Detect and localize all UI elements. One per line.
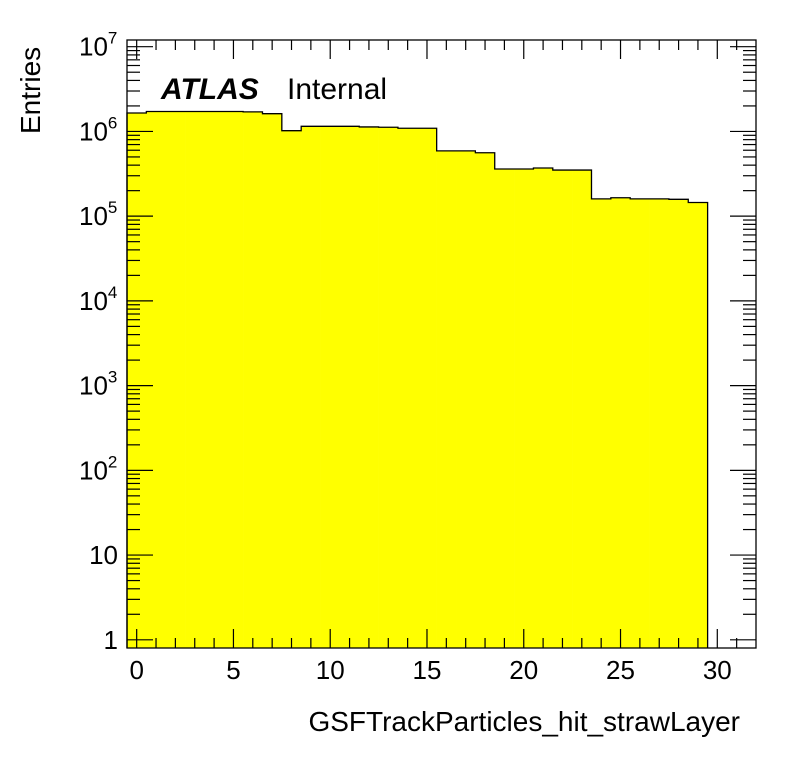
histogram-bin: [630, 198, 650, 649]
histogram-bin: [610, 197, 631, 649]
y-tick-label: 107: [79, 29, 117, 62]
x-axis-tick-labels: 0 5 10 15 20 25 30: [129, 655, 731, 685]
histogram-bin: [417, 128, 437, 648]
x-tick-label: 20: [509, 655, 538, 685]
status-label: Internal: [287, 73, 387, 106]
histogram-outline: [126, 110, 709, 648]
histogram-bin: [475, 152, 496, 648]
histogram-bin: [533, 168, 554, 649]
histogram-bin: [436, 150, 457, 648]
histogram-bin: [688, 202, 708, 649]
x-tick-label: 15: [413, 655, 442, 685]
histogram-bin: [649, 198, 670, 649]
histogram-bars: [127, 111, 708, 649]
histogram-bin: [359, 126, 379, 648]
y-tick-label: 1: [104, 625, 118, 655]
histogram-bin: [494, 169, 515, 648]
x-tick-label: 30: [703, 655, 732, 685]
y-tick-label: 105: [79, 198, 117, 231]
y-tick-label: 103: [79, 368, 117, 401]
plot-frame: [126, 39, 757, 649]
histogram-bin: [572, 170, 592, 649]
x-tick-label: 25: [606, 655, 635, 685]
y-axis-tick-labels: 1 10 102 103 104 105 106 107: [79, 29, 118, 655]
histogram-bin: [397, 128, 418, 648]
histogram-bin: [204, 111, 225, 649]
histogram-bin: [339, 126, 360, 648]
y-tick-label: 104: [79, 283, 117, 316]
histogram-bin: [320, 126, 341, 648]
histogram-bin: [552, 170, 573, 649]
histogram-bin: [262, 113, 283, 648]
atlas-label: ATLAS: [160, 73, 259, 106]
y-axis-ticks: [127, 46, 756, 641]
histogram-bin: [514, 169, 534, 648]
histogram-bin: [243, 111, 263, 648]
histogram-bin: [668, 199, 689, 648]
x-axis-title: GSFTrackParticles_hit_strawLayer: [308, 706, 740, 737]
x-tick-label: 5: [226, 655, 240, 685]
histogram-bin: [378, 127, 399, 648]
y-tick-label: 10: [89, 540, 118, 570]
histogram-bin: [146, 111, 167, 649]
histogram-bin: [591, 198, 612, 649]
histogram-bin: [185, 111, 205, 649]
y-tick-label: 102: [79, 452, 117, 485]
x-axis-ticks: [136, 40, 738, 648]
histogram-bin: [301, 126, 321, 648]
histogram-bin: [165, 111, 186, 649]
histogram-bin: [456, 150, 476, 648]
histogram-bin: [281, 130, 302, 649]
histogram-bin: [223, 111, 244, 649]
y-tick-label: 106: [79, 113, 117, 146]
x-tick-label: 0: [129, 655, 143, 685]
y-axis-title: Entries: [15, 47, 46, 134]
x-tick-label: 10: [316, 655, 345, 685]
